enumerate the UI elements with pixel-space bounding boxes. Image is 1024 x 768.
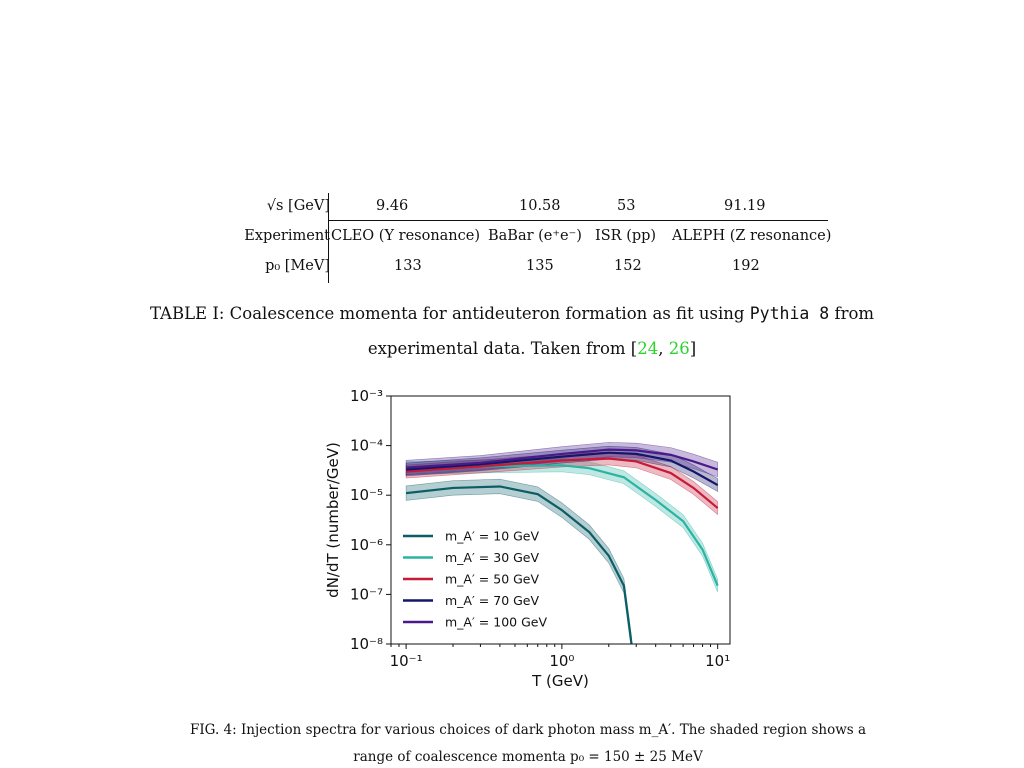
y-tick-label: 10⁻⁶ — [350, 536, 383, 554]
series-line-3 — [406, 451, 719, 487]
caption-text: ] — [689, 339, 697, 358]
legend: m_A′ = 10 GeV m_A′ = 30 GeV m_A′ = 50 GeV m… — [403, 529, 547, 630]
table-cell: 91.19 — [724, 198, 766, 214]
table-caption-line2: experimental data. Taken from [24, 26] — [0, 339, 1024, 358]
table-cell: 9.46 — [376, 198, 409, 214]
table-cell: 133 — [394, 258, 422, 274]
caption-code: Pythia 8 — [749, 304, 830, 323]
table-cell: 152 — [614, 258, 642, 274]
row-header: p₀ [MeV] — [265, 258, 330, 274]
row-header: Experiment — [244, 228, 330, 244]
citation-link[interactable]: 26 — [668, 339, 690, 358]
series-line-2 — [406, 457, 719, 509]
citation-link[interactable]: 24 — [637, 339, 659, 358]
x-tick-label: 10¹ — [705, 652, 730, 670]
y-tick-label: 10⁻³ — [350, 387, 383, 405]
table-row: √s [GeV] 9.46 10.58 53 91.19 — [236, 193, 830, 221]
table-cell: ISR (pp) — [595, 228, 657, 244]
table-cell: 53 — [617, 198, 636, 214]
table-vertical-rule — [328, 193, 329, 283]
table-cell: BaBar (e⁺e⁻) — [488, 228, 582, 244]
x-axis-label: T (GeV) — [531, 672, 589, 690]
legend-label: m_A′ = 100 GeV — [445, 615, 547, 630]
axis-ticks: 10⁻¹ 10⁰ 10¹ 10⁻⁸ 10⁻⁷ 10⁻⁶ 10⁻⁵ 10⁻⁴ 10⁻³ — [350, 387, 730, 670]
y-tick-label: 10⁻⁸ — [350, 635, 383, 653]
y-tick-label: 10⁻⁷ — [350, 585, 383, 603]
caption-text: , — [658, 339, 669, 358]
y-tick-label: 10⁻⁵ — [350, 486, 383, 504]
table-cell: 135 — [526, 258, 554, 274]
y-tick-label: 10⁻⁴ — [350, 437, 383, 455]
table-cell: CLEO (Υ resonance) — [331, 228, 481, 244]
table-horizontal-rule — [328, 220, 828, 221]
series-lines — [405, 448, 719, 644]
table-row: p₀ [MeV] 133 135 152 192 — [236, 253, 830, 281]
series-line-1 — [406, 464, 719, 587]
table-row: Experiment CLEO (Υ resonance) BaBar (e⁺e… — [236, 223, 832, 251]
legend-label: m_A′ = 70 GeV — [445, 593, 539, 608]
plot-frame — [390, 395, 731, 645]
caption-text: from — [829, 304, 875, 323]
table-cell: ALEPH (Z resonance) — [672, 228, 832, 244]
caption-text: experimental data. Taken from [ — [367, 339, 638, 358]
row-header: √s [GeV] — [266, 198, 330, 214]
table-cell: 10.58 — [519, 198, 561, 214]
table-cell: 192 — [732, 258, 760, 274]
band-2 — [405, 451, 718, 516]
x-tick-label: 10⁻¹ — [390, 652, 423, 670]
legend-label: m_A′ = 30 GeV — [445, 550, 539, 565]
series-line-4 — [406, 448, 719, 471]
y-axis-label: dN/dT (number/GeV) — [324, 442, 342, 598]
x-tick-label: 10⁰ — [549, 652, 574, 670]
caption-text: TABLE I: Coalescence momenta for antideu… — [149, 304, 750, 323]
band-1 — [405, 458, 718, 593]
figure-caption-line1: FIG. 4: Injection spectra for various ch… — [189, 722, 867, 738]
figure-caption-line2: range of coalescence momenta p₀ = 150 ± … — [353, 749, 703, 765]
injection-spectra-chart: 10⁻¹ 10⁰ 10¹ 10⁻⁸ 10⁻⁷ 10⁻⁶ 10⁻⁵ 10⁻⁴ 10⁻³ m_A′ … — [324, 387, 731, 690]
legend-label: m_A′ = 50 GeV — [445, 572, 539, 587]
table-caption-line1: TABLE I: Coalescence momenta for antideu… — [0, 304, 1024, 323]
series-line-0 — [405, 485, 633, 644]
legend-label: m_A′ = 10 GeV — [445, 529, 539, 544]
